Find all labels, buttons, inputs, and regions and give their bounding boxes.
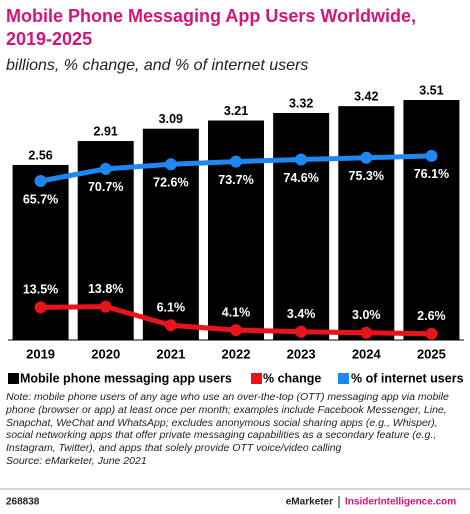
bar-value-label: 2.91 [94,124,118,138]
legend-label: % of internet users [351,371,464,385]
chart-title: 2019-2025 [6,29,92,49]
bar-value-label: 3.32 [289,96,313,110]
point [360,151,373,164]
point [425,149,438,162]
point-value-label: 76.1% [414,167,449,181]
point-value-label: 72.6% [153,176,188,190]
x-tick-label: 2021 [156,346,185,361]
bar [338,106,395,341]
point [34,301,47,314]
legend-swatch [251,373,262,384]
point-value-label: 13.5% [23,283,58,297]
bar-value-label: 3.51 [419,83,443,97]
x-tick-label: 2020 [91,346,120,361]
legend-label: % change [263,371,321,385]
source: Source: eMarketer, June 2021 [6,455,147,467]
point [164,319,177,332]
note: Note: mobile phone users of any age who … [6,391,449,455]
bar [12,164,69,340]
x-tick-label: 2025 [417,346,446,361]
legend-label: Mobile phone messaging app users [20,371,232,385]
footer-brand: eMarketer [286,497,333,508]
bar [403,100,460,340]
x-tick-label: 2022 [222,346,251,361]
legend-swatch [338,373,349,384]
point [295,325,308,338]
point-value-label: 65.7% [23,192,58,206]
point [164,158,177,171]
point [295,153,308,166]
bar-value-label: 3.21 [224,104,248,118]
point [360,326,373,339]
point-value-label: 74.6% [283,171,318,185]
x-tick-label: 2024 [352,346,382,361]
footer-site: InsiderIntelligence.com [345,497,456,508]
chart-subtitle: billions, % change, and % of internet us… [6,57,308,74]
x-tick-label: 2019 [26,346,55,361]
point-value-label: 4.1% [222,305,251,319]
bar-value-label: 3.42 [354,89,378,103]
footer-id: 268838 [6,497,40,508]
bar [273,112,330,340]
point-value-label: 3.4% [287,307,316,321]
point-value-label: 3.0% [352,308,381,322]
chart-title: Mobile Phone Messaging App Users Worldwi… [6,6,416,26]
point-value-label: 75.3% [349,169,384,183]
point [99,162,112,175]
point-value-label: 13.8% [88,282,123,296]
point-value-label: 70.7% [88,180,123,194]
bar-value-label: 2.56 [28,148,52,162]
point [230,324,242,337]
point-value-label: 6.1% [157,301,186,315]
x-tick-label: 2023 [287,346,316,361]
point [425,327,438,340]
legend-swatch [8,373,19,384]
point-value-label: 2.6% [417,309,446,323]
point [34,175,47,188]
point [99,300,112,313]
bar-value-label: 3.09 [159,112,183,126]
point [230,155,242,168]
point-value-label: 73.7% [218,173,253,187]
